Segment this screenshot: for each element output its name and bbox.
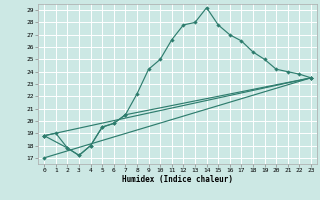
X-axis label: Humidex (Indice chaleur): Humidex (Indice chaleur): [122, 175, 233, 184]
